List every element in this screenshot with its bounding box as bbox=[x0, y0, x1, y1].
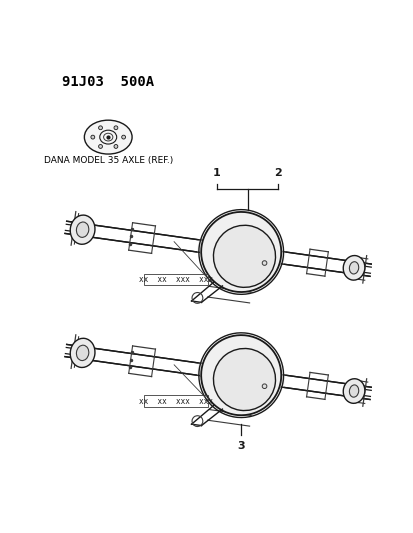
Ellipse shape bbox=[121, 135, 125, 139]
Ellipse shape bbox=[70, 215, 95, 244]
Ellipse shape bbox=[349, 385, 358, 397]
Ellipse shape bbox=[213, 349, 275, 410]
Ellipse shape bbox=[76, 222, 88, 237]
Text: 3: 3 bbox=[237, 441, 244, 451]
Ellipse shape bbox=[349, 262, 358, 274]
Ellipse shape bbox=[342, 379, 364, 403]
Ellipse shape bbox=[84, 120, 132, 154]
Ellipse shape bbox=[261, 261, 266, 265]
Polygon shape bbox=[196, 362, 285, 388]
Ellipse shape bbox=[114, 144, 118, 148]
Ellipse shape bbox=[201, 335, 280, 415]
Ellipse shape bbox=[76, 345, 88, 360]
Text: xx  xx  xxx  xxx: xx xx xxx xxx bbox=[139, 397, 212, 406]
Ellipse shape bbox=[70, 338, 95, 367]
Polygon shape bbox=[196, 239, 285, 265]
Ellipse shape bbox=[98, 126, 102, 130]
Text: 1: 1 bbox=[212, 168, 220, 178]
Ellipse shape bbox=[114, 126, 118, 130]
Ellipse shape bbox=[91, 135, 95, 139]
Text: DANA MODEL 35 AXLE (REF.): DANA MODEL 35 AXLE (REF.) bbox=[43, 156, 173, 165]
Text: 2: 2 bbox=[274, 168, 282, 178]
Ellipse shape bbox=[201, 212, 280, 292]
Ellipse shape bbox=[98, 144, 102, 148]
Ellipse shape bbox=[342, 255, 364, 280]
Ellipse shape bbox=[261, 384, 266, 389]
Ellipse shape bbox=[213, 225, 275, 287]
Text: 91J03  500A: 91J03 500A bbox=[62, 75, 154, 88]
Text: xx  xx  xxx  xxx: xx xx xxx xxx bbox=[139, 275, 212, 284]
